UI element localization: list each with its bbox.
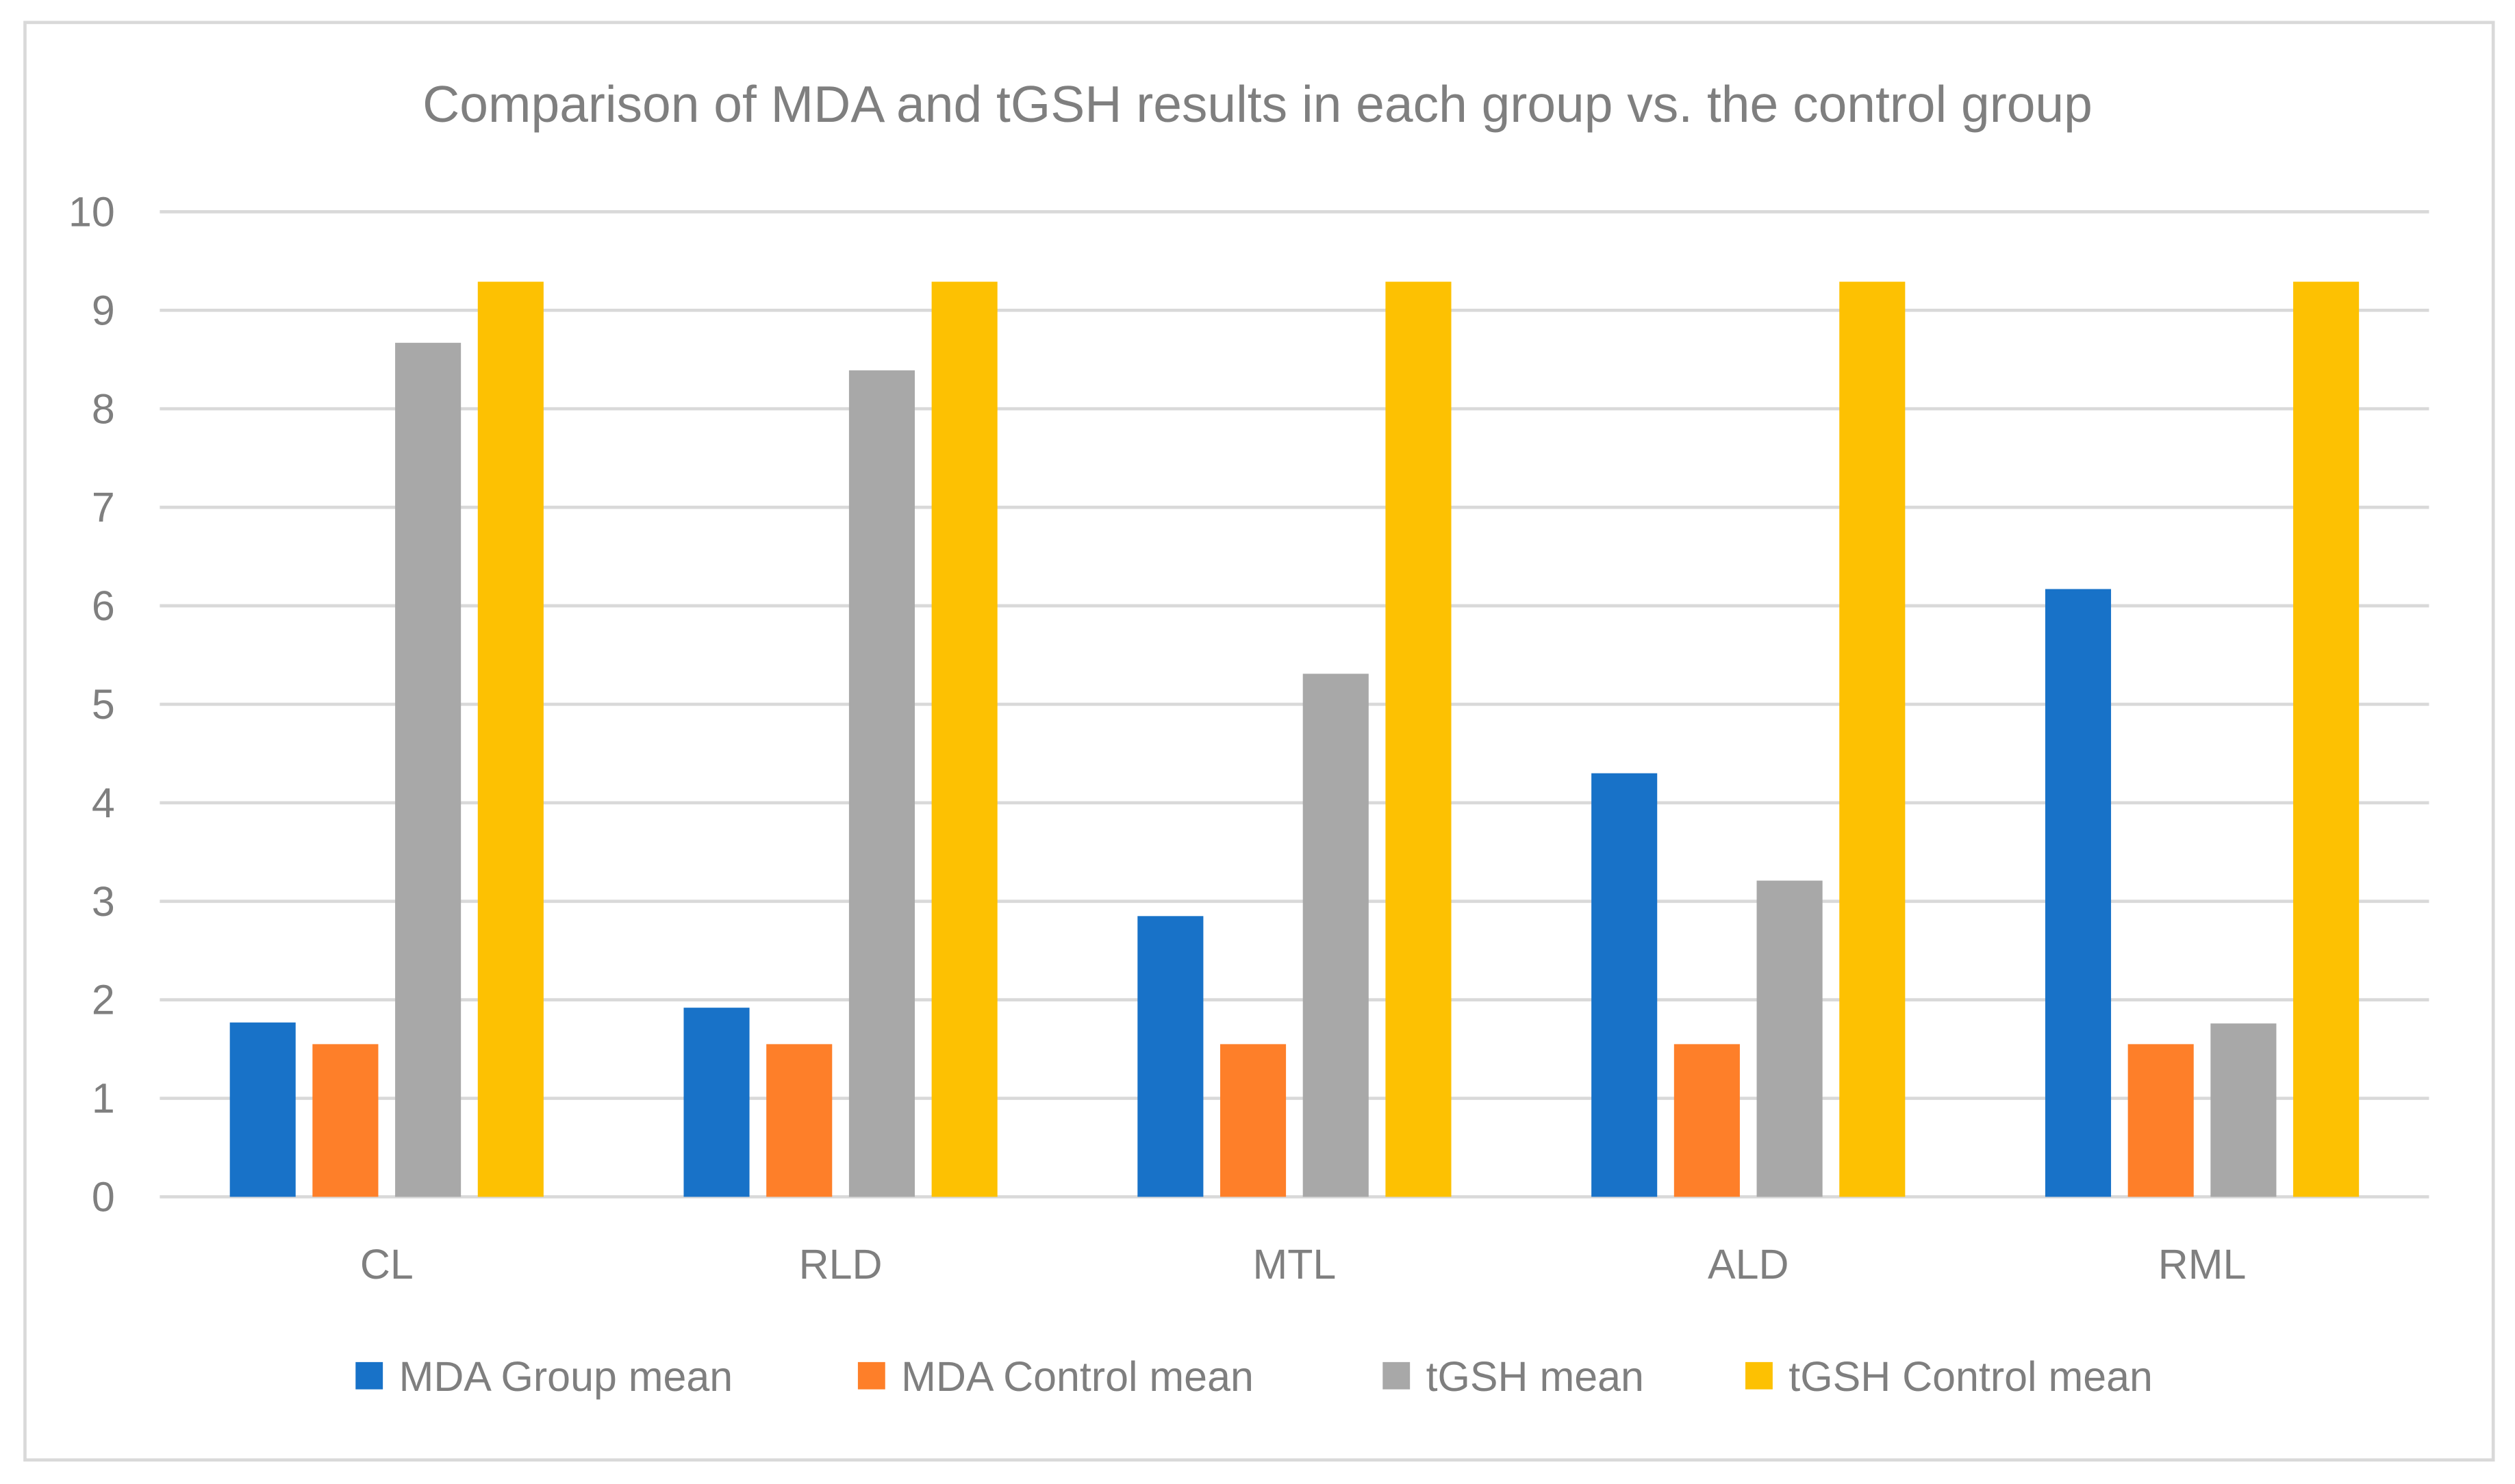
x-tick-label: RML — [2158, 1241, 2247, 1288]
bar-CL-mda-control-mean — [312, 1044, 379, 1197]
bar-MTL-tgsh-control-mean — [1385, 281, 1452, 1197]
legend-label: MDA Control mean — [901, 1353, 1254, 1400]
legend-label: tGSH Control mean — [1789, 1353, 2153, 1400]
bar-RLD-tgsh-mean — [848, 370, 915, 1197]
legend-swatch — [1745, 1361, 1773, 1390]
bar-CL-tgsh-mean — [395, 342, 462, 1197]
y-tick-label: 8 — [92, 385, 115, 432]
y-tick-label: 6 — [92, 583, 115, 629]
x-tick-label: ALD — [1708, 1241, 1789, 1288]
y-tick-label: 7 — [92, 484, 115, 530]
bar-ALD-mda-control-mean — [1673, 1044, 1740, 1197]
legend-label: MDA Group mean — [399, 1353, 733, 1400]
y-tick-label: 4 — [92, 780, 115, 826]
bar-MTL-mda-control-mean — [1220, 1044, 1287, 1197]
x-tick-label: RLD — [799, 1241, 883, 1288]
bar-ALD-tgsh-control-mean — [1839, 281, 1906, 1197]
bar-MTL-tgsh-mean — [1302, 674, 1369, 1197]
bar-RML-tgsh-control-mean — [2293, 281, 2360, 1197]
bar-ALD-tgsh-mean — [1756, 880, 1823, 1197]
y-tick-label: 3 — [92, 878, 115, 925]
y-tick-label: 2 — [92, 977, 115, 1023]
y-tick-label: 5 — [92, 681, 115, 728]
y-tick-label: 1 — [92, 1075, 115, 1122]
bar-RML-mda-control-mean — [2127, 1044, 2194, 1197]
bar-CL-mda-group-mean — [229, 1022, 296, 1197]
x-tick-label: MTL — [1252, 1241, 1336, 1288]
bar-ALD-mda-group-mean — [1591, 773, 1658, 1197]
y-tick-label: 9 — [92, 287, 115, 333]
bar-CL-tgsh-control-mean — [477, 281, 544, 1197]
legend-swatch — [355, 1361, 383, 1390]
legend-label: tGSH mean — [1426, 1353, 1644, 1400]
bar-MTL-mda-group-mean — [1137, 916, 1204, 1197]
legend-swatch — [1382, 1361, 1411, 1390]
bar-RLD-tgsh-control-mean — [931, 281, 998, 1197]
bar-RLD-mda-control-mean — [766, 1044, 833, 1197]
y-tick-label: 10 — [68, 188, 115, 235]
chart-title: Comparison of MDA and tGSH results in ea… — [422, 75, 2093, 133]
legend-swatch — [857, 1361, 885, 1390]
bar-RML-tgsh-mean — [2210, 1023, 2277, 1197]
y-tick-label: 0 — [92, 1174, 115, 1220]
bar-RLD-mda-group-mean — [683, 1008, 750, 1197]
bar-RML-mda-group-mean — [2045, 589, 2112, 1197]
x-tick-label: CL — [360, 1241, 414, 1288]
